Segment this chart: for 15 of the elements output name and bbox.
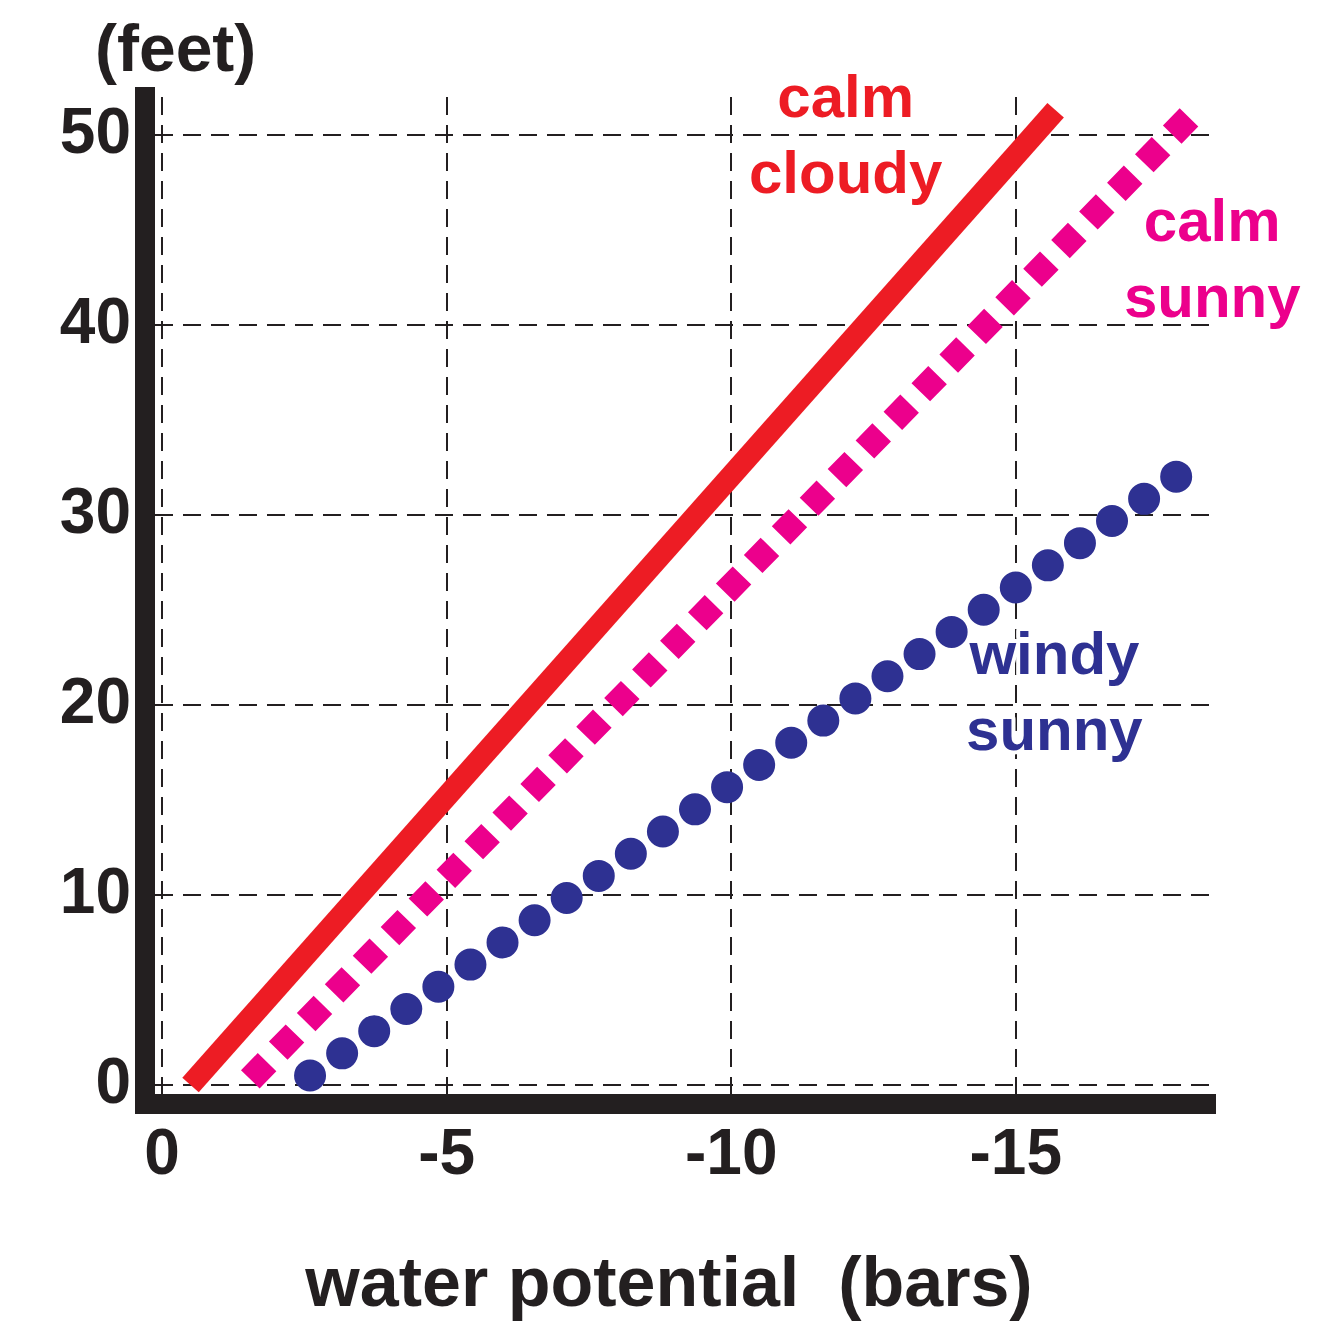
y-tick-label: 50 — [59, 94, 131, 167]
x-tick-label: -10 — [684, 1116, 778, 1189]
series-label: calm sunny — [1123, 186, 1302, 330]
series-label: calm cloudy — [748, 62, 943, 206]
y-tick-label: 40 — [59, 284, 131, 357]
x-axis-title: water potential (bars) — [304, 1242, 1034, 1323]
y-tick-label: 20 — [59, 664, 131, 737]
y-tick-label: 0 — [95, 1044, 131, 1117]
series-label: windy sunny — [966, 620, 1144, 764]
x-tick-label: -5 — [418, 1116, 476, 1189]
y-tick-label: 10 — [59, 854, 131, 927]
y-axis-title: (feet) — [95, 10, 257, 87]
y-tick-label: 30 — [59, 474, 131, 547]
x-tick-label: 0 — [144, 1116, 180, 1189]
x-tick-label: -15 — [969, 1116, 1063, 1189]
